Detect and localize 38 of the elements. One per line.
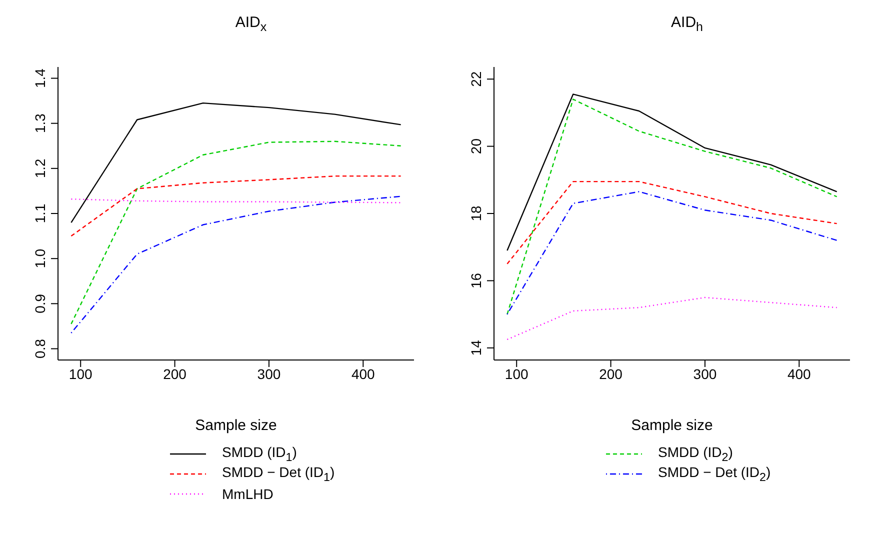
y-tick-label: 16 [468, 272, 484, 288]
legend-label: SMDD (ID$_{1}$) [222, 444, 297, 464]
x-tick-label: 300 [257, 366, 281, 382]
y-tick-label: 0.9 [32, 294, 48, 314]
legend-label: MmLHD [222, 486, 274, 502]
x-tick-label: 100 [68, 366, 92, 382]
x-axis-title: Sample size [195, 417, 277, 434]
x-tick-label: 400 [351, 366, 376, 382]
legend-label: SMDD − Det (ID$_{1}$) [222, 464, 335, 484]
y-tick-label: 18 [468, 206, 484, 222]
legend-label: SMDD − Det (ID$_{2}$) [658, 464, 771, 484]
line-series [70, 196, 402, 334]
line-series [70, 175, 402, 237]
line-series [70, 140, 402, 325]
line-series [506, 180, 838, 264]
line-series [506, 94, 838, 252]
line-series [506, 98, 838, 315]
y-tick-label: 1.0 [32, 248, 48, 268]
chart-title: AID$_{x}$ [234, 13, 268, 36]
x-axis-title: Sample size [631, 417, 713, 434]
legend-label: SMDD (ID$_{2}$) [658, 444, 733, 464]
y-tick-label: 0.8 [32, 338, 48, 358]
y-tick-label: 1.2 [32, 158, 48, 178]
x-tick-label: 300 [693, 366, 717, 382]
y-tick-label: 1.1 [32, 204, 48, 224]
y-tick-label: 14 [468, 340, 484, 356]
y-tick-label: 1.3 [32, 113, 48, 134]
x-tick-label: 100 [504, 366, 528, 382]
line-series [506, 191, 838, 315]
chart-title: AID$_{h}$ [670, 13, 704, 36]
x-tick-label: 200 [599, 366, 623, 382]
y-tick-label: 20 [468, 138, 484, 154]
x-tick-label: 200 [163, 366, 187, 382]
x-tick-label: 400 [787, 366, 812, 382]
line-series [506, 296, 838, 340]
y-tick-label: 22 [468, 71, 484, 87]
line-series [70, 102, 402, 224]
y-tick-label: 1.4 [32, 68, 48, 88]
